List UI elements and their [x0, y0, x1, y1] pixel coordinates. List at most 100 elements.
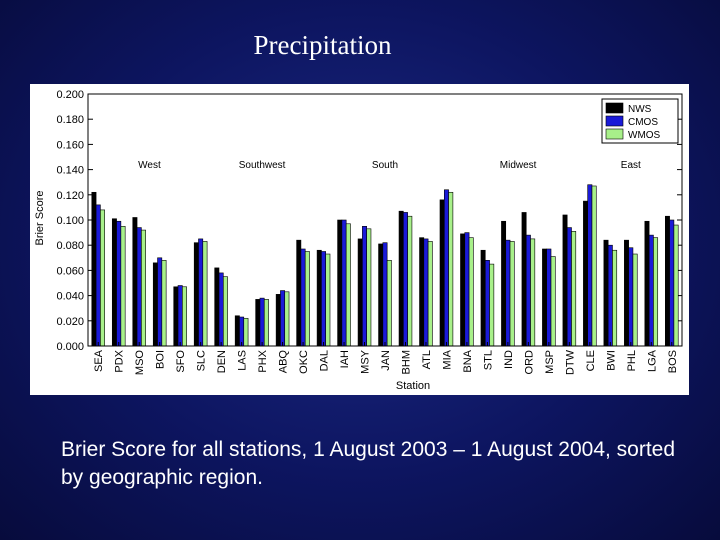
bar-wmos-okc: [304, 251, 310, 347]
x-tick-label: SFO: [175, 350, 187, 373]
x-tick-label: BOI: [155, 350, 167, 369]
bar-cmos-bhm: [403, 212, 408, 347]
bar-cmos-bwi: [607, 244, 613, 347]
bar-nws-msy: [357, 238, 363, 347]
x-tick-label: MSY: [360, 349, 372, 374]
x-tick-label: SLC: [196, 350, 208, 371]
bar-cmos-den: [218, 272, 224, 347]
x-tick-label: STL: [482, 350, 494, 370]
bar-nws-stl: [480, 249, 486, 347]
bar-wmos-msy: [366, 228, 372, 347]
bar-cmos-phx: [259, 297, 265, 347]
legend-swatch-nws: [605, 102, 624, 114]
brier-score-bar-chart: 0.000 0.020 0.040 0.060 0.080 0.100 0.120 0.140…: [34, 89, 683, 392]
bar-cmos-msp: [546, 248, 552, 347]
x-tick-label: DTW: [564, 349, 576, 375]
bar-cmos-slc: [198, 238, 204, 347]
x-tick-label: PHL: [626, 350, 638, 371]
bar-cmos-stl: [484, 260, 490, 347]
bar-cmos-sea: [95, 204, 101, 347]
bar-nws-phx: [255, 299, 261, 347]
legend-label-nws: NWS: [628, 104, 652, 115]
y-tick-label: 0.120: [56, 190, 84, 202]
bar-wmos-stl: [489, 263, 495, 347]
y-axis-label: Brier Score: [34, 190, 46, 245]
bar-nws-sea: [91, 191, 97, 347]
caption: Brier Score for all stations, 1 August 2…: [61, 438, 676, 489]
bar-cmos-mso: [136, 227, 142, 347]
slide-title: Precipitation: [253, 30, 392, 60]
bar-wmos-sea: [100, 209, 105, 347]
bar-nws-bwi: [603, 239, 609, 347]
legend-label-wmos: WMOS: [628, 130, 661, 141]
bar-nws-bos: [665, 215, 670, 347]
bar-nws-dal: [316, 249, 322, 347]
y-tick-label: 0.020: [56, 316, 84, 328]
bar-cmos-abq: [280, 290, 286, 347]
x-tick-label: BNA: [462, 349, 474, 372]
bar-cmos-dtw: [566, 227, 572, 347]
bar-wmos-jan: [386, 260, 392, 347]
bar-wmos-phl: [632, 253, 638, 347]
x-tick-label: BHM: [400, 350, 412, 374]
bar-wmos-dtw: [571, 231, 577, 347]
x-tick-label: LAS: [237, 350, 249, 371]
y-tick-label: 0.100: [56, 215, 84, 227]
y-tick-label: 0.160: [56, 139, 84, 151]
bar-nws-phl: [624, 239, 629, 347]
x-tick-label: LGA: [646, 349, 658, 372]
y-tick-label: 0.080: [56, 240, 84, 252]
x-tick-label: ATL: [421, 350, 433, 369]
region-label-east: East: [621, 160, 641, 171]
x-tick-label: BOS: [667, 350, 679, 373]
bar-wmos-sfo: [182, 286, 187, 347]
y-tick-label: 0.140: [56, 165, 84, 177]
x-tick-label: PHX: [257, 349, 269, 372]
x-axis-label: Station: [396, 380, 430, 392]
y-tick-label: 0.040: [56, 291, 84, 303]
bar-nws-ord: [521, 212, 527, 347]
y-tick-label: 0.060: [56, 265, 84, 277]
chart-panel: 0.000 0.020 0.040 0.060 0.080 0.100 0.120 0.140…: [30, 84, 689, 395]
x-tick-label: MSP: [544, 350, 556, 374]
legend-swatch-cmos: [605, 115, 624, 127]
bar-nws-den: [214, 267, 220, 347]
bar-cmos-las: [239, 316, 245, 347]
bar-cmos-bna: [464, 232, 470, 347]
bar-wmos-las: [243, 317, 249, 347]
bar-nws-boi: [152, 262, 158, 347]
bar-nws-bhm: [398, 210, 404, 347]
region-label-west: West: [138, 160, 161, 171]
bar-wmos-bwi: [612, 249, 618, 347]
bar-cmos-bos: [669, 219, 675, 347]
bar-cmos-sfo: [177, 285, 183, 347]
x-tick-label: IAH: [339, 350, 351, 368]
bar-cmos-ind: [505, 239, 511, 347]
bar-wmos-bhm: [407, 215, 413, 347]
x-tick-label: MIA: [441, 349, 453, 369]
x-tick-label: ORD: [523, 350, 535, 375]
x-tick-label: OKC: [298, 350, 310, 374]
y-tick-label: 0.180: [56, 114, 84, 126]
bar-cmos-jan: [382, 242, 388, 347]
x-tick-label: MSO: [134, 350, 146, 376]
bar-nws-jan: [378, 243, 384, 347]
bar-cmos-lga: [648, 234, 654, 347]
bar-nws-dtw: [562, 214, 568, 347]
bar-nws-slc: [193, 242, 199, 347]
bar-nws-okc: [296, 239, 302, 347]
bar-nws-pdx: [111, 218, 117, 347]
x-tick-label: JAN: [380, 350, 392, 371]
bar-cmos-dal: [321, 251, 327, 347]
bar-nws-mso: [132, 217, 138, 347]
x-axis-ticks: SEA PDX MSO BOI SFO SLC DEN LAS PHX ABQ OKC DAL IAH M…: [93, 342, 679, 375]
legend: NWS CMOS WMOS: [601, 98, 679, 144]
bar-cmos-atl: [423, 238, 429, 347]
bar-cmos-boi: [157, 257, 163, 347]
bar-nws-las: [234, 315, 240, 347]
plot-frame: [87, 93, 683, 347]
bar-wmos-slc: [202, 241, 208, 347]
bar-wmos-ord: [530, 238, 536, 347]
bar-cmos-okc: [300, 248, 306, 347]
bar-nws-abq: [275, 294, 281, 347]
